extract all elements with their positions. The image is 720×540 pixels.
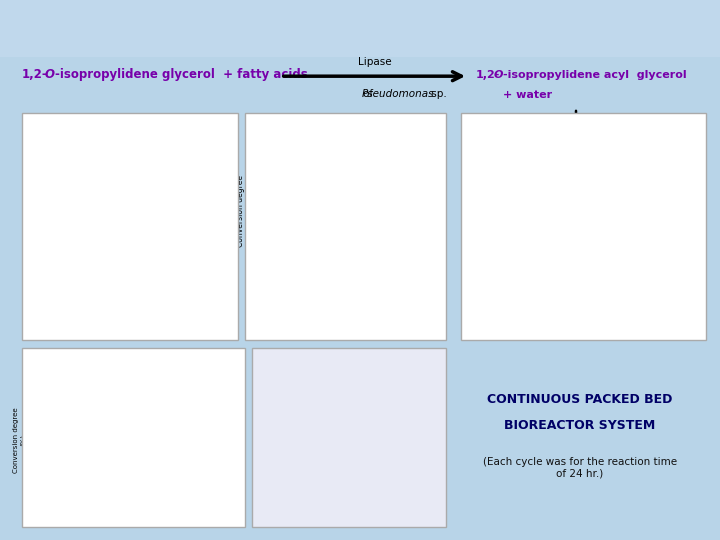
Bar: [323, 410, 376, 476]
Text: 1,2-: 1,2-: [22, 68, 48, 81]
Bar: [132, 224, 140, 308]
Bar: [138, 480, 148, 502]
Text: 6.5 cm: 6.5 cm: [382, 494, 398, 498]
Bar: [87, 264, 96, 308]
Bar: [166, 491, 175, 502]
Text: Fatty acid specificity: Fatty acid specificity: [284, 314, 407, 324]
Text: Lipocol-bromol
grek: Lipocol-bromol grek: [389, 465, 420, 474]
Bar: [338, 195, 351, 286]
Bar: [372, 185, 384, 286]
Text: Kolom-pemadu
perspektiva
sub: Kolom-pemadu perspektiva sub: [389, 434, 421, 447]
Bar: [198, 247, 207, 308]
Bar: [179, 497, 188, 502]
Bar: [152, 487, 161, 502]
Bar: [98, 441, 107, 502]
X-axis label: Types of organic solvents: Types of organic solvents: [81, 518, 178, 528]
Text: O: O: [45, 68, 55, 81]
Text: (Each cycle was for the reaction time
of 24 hr.): (Each cycle was for the reaction time of…: [482, 457, 677, 478]
Text: Application of lipase for esterification reaction of acetone glycerol acyl ester: Application of lipase for esterification…: [6, 21, 652, 36]
Text: Lipase: Lipase: [358, 57, 391, 67]
Text: O: O: [493, 70, 503, 80]
X-axis label: Carbon numbers of fatty acids: Carbon numbers of fatty acids: [294, 306, 411, 315]
Bar: [207, 247, 216, 308]
Bar: [125, 467, 135, 502]
Text: -isopropylidene glycerol  + fatty acids: -isopropylidene glycerol + fatty acids: [55, 68, 308, 81]
Bar: [389, 195, 401, 286]
Y-axis label: Conversion degree
(%): Conversion degree (%): [13, 407, 27, 473]
Bar: [321, 195, 334, 286]
Text: Pan parabola: Pan parabola: [333, 372, 365, 377]
Text: sp.: sp.: [428, 89, 447, 99]
Y-axis label: Conversion degree (%): Conversion degree (%): [490, 174, 495, 247]
Bar: [84, 424, 94, 502]
Bar: [140, 226, 149, 308]
Text: Pump: Pump: [342, 509, 356, 514]
Bar: [355, 183, 368, 286]
Text: -isopropylidene acyl  glycerol: -isopropylidene acyl glycerol: [503, 70, 686, 80]
Bar: [96, 264, 105, 308]
Bar: [184, 245, 194, 308]
Text: ⊗: ⊗: [644, 8, 665, 32]
Text: Larutan Lemak
(asam lemak
CAC, 3-AD aktif
nya padat di: Larutan Lemak (asam lemak CAC, 3-AD akti…: [277, 413, 307, 431]
Bar: [65, 188, 74, 308]
Bar: [287, 204, 300, 286]
Bar: [153, 165, 163, 308]
Text: Pseudomonas: Pseudomonas: [362, 89, 434, 99]
Bar: [118, 232, 127, 308]
Bar: [74, 226, 83, 308]
Text: monoacylglycerol + acetone: monoacylglycerol + acetone: [492, 183, 660, 195]
Y-axis label: Log P values of
organic solvents: Log P values of organic solvents: [224, 414, 235, 466]
Bar: [109, 234, 118, 308]
Y-axis label: Conversion degree
(%): Conversion degree (%): [236, 174, 256, 247]
Text: 1,2-: 1,2-: [475, 70, 500, 80]
Y-axis label: Immobilization yield (%),
Conversion degree (%): Immobilization yield (%), Conversion deg…: [22, 177, 37, 260]
Bar: [405, 207, 418, 286]
Text: CONTINUOUS PACKED BED: CONTINUOUS PACKED BED: [487, 393, 672, 406]
Text: a. Celite 545, b. Florisil, c. Kieselguhr,
d. Amberlite XAD-4, e. Amberlite XAD-: a. Celite 545, b. Florisil, c. Kieselguh…: [32, 308, 186, 338]
Bar: [176, 245, 184, 308]
Bar: [163, 207, 171, 308]
Bar: [58, 404, 67, 502]
Bar: [305, 197, 317, 286]
Text: BIOREACTOR SYSTEM: BIOREACTOR SYSTEM: [504, 419, 655, 432]
Bar: [71, 411, 81, 502]
Bar: [192, 499, 202, 502]
Text: Bioreactor coarse
packer: Bioreactor coarse packer: [389, 406, 427, 415]
Text: of: of: [363, 89, 376, 99]
Text: Mild hydrolysis: Mild hydrolysis: [508, 150, 615, 163]
X-axis label: Repeated use of Amberlite XAD-7
adsorbed lipase: Repeated use of Amberlite XAD-7 adsorbed…: [528, 302, 674, 321]
X-axis label: Support materials used for immobilization: Support materials used for immobilizatio…: [59, 328, 222, 337]
Text: + water: + water: [503, 90, 552, 100]
Text: UNIVERSITI
MALAYSIA
KELANTAN: UNIVERSITI MALAYSIA KELANTAN: [641, 37, 668, 53]
Bar: [112, 453, 121, 502]
